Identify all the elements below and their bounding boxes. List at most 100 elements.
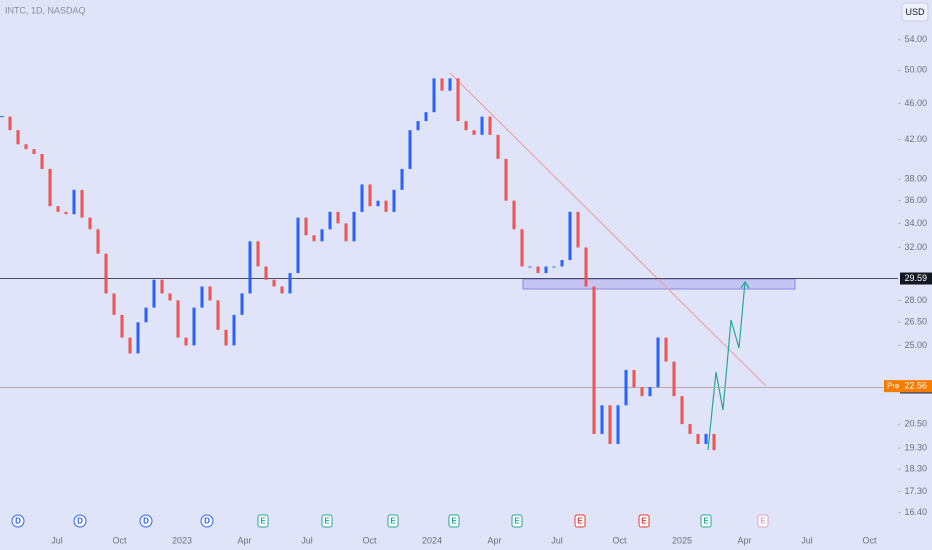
candle: [600, 405, 604, 434]
candle: [176, 300, 180, 338]
event-icon: [387, 514, 399, 528]
candle: [392, 189, 396, 212]
y-tick-label: 50.00: [904, 65, 927, 75]
candle: [624, 369, 628, 406]
x-tick-label: Oct: [612, 535, 627, 545]
candle: [40, 153, 44, 169]
event-label: E: [641, 517, 647, 526]
candle: [152, 279, 156, 308]
candle: [136, 322, 140, 354]
x-tick-label: Oct: [362, 535, 377, 545]
event-label: E: [390, 517, 396, 526]
candle: [496, 134, 500, 159]
event-icon: [257, 514, 269, 528]
candle: [616, 405, 620, 444]
candle: [104, 253, 108, 294]
candle: [400, 168, 404, 190]
event-label: D: [143, 517, 149, 526]
candle: [328, 211, 332, 230]
x-tick-label: Jul: [301, 535, 313, 545]
candle: [536, 266, 540, 274]
y-tick-label: 32.00: [904, 242, 927, 252]
candle: [144, 307, 148, 323]
x-tick-label: Apr: [487, 535, 501, 545]
candle: [448, 78, 452, 91]
candle: [88, 217, 92, 230]
candle: [376, 200, 380, 207]
premarket-value: 22.56: [904, 381, 927, 391]
candle: [288, 273, 292, 294]
candle: [512, 200, 516, 230]
candle: [48, 168, 52, 207]
event-label: D: [77, 517, 83, 526]
x-tick-label: Jul: [551, 535, 563, 545]
y-tick-label: 25.00: [904, 340, 927, 350]
event-icon: [638, 514, 650, 528]
event-icon: [11, 514, 25, 528]
candle: [208, 286, 212, 301]
x-tick-label: Oct: [112, 535, 127, 545]
chart-title: INTC, 1D, NASDAQ: [5, 5, 86, 15]
candle: [16, 130, 20, 145]
candle: [432, 78, 436, 113]
candle: [72, 189, 76, 215]
event-icon: [574, 514, 586, 528]
candle: [456, 78, 460, 122]
event-icon: [448, 514, 460, 528]
event-icon: [757, 514, 769, 528]
candle: [352, 211, 356, 242]
candle: [576, 211, 580, 248]
candle: [688, 424, 692, 434]
x-tick-label: Jul: [51, 535, 63, 545]
candle: [272, 279, 276, 287]
candle: [440, 78, 444, 91]
candle: [648, 387, 652, 397]
event-label: D: [204, 517, 210, 526]
candle: [480, 116, 484, 135]
y-tick-label: 36.00: [904, 195, 927, 205]
candle: [184, 337, 188, 346]
candle: [424, 112, 428, 122]
x-tick-label: 2024: [422, 535, 442, 545]
candle: [632, 369, 636, 388]
event-label: E: [451, 517, 457, 526]
candle: [704, 433, 708, 444]
x-tick-label: Apr: [237, 535, 251, 545]
candle: [96, 229, 100, 254]
candle: [32, 149, 36, 154]
candle: [416, 121, 420, 131]
candle: [464, 121, 468, 131]
currency-button[interactable]: [901, 2, 929, 22]
candle: [80, 189, 84, 218]
candle: [488, 116, 492, 135]
candle: [384, 200, 388, 212]
candle: [168, 293, 172, 301]
candle: [8, 116, 12, 131]
y-tick-label: 20.50: [904, 419, 927, 429]
candle: [304, 217, 308, 236]
event-label: E: [703, 517, 709, 526]
candle: [336, 211, 340, 224]
event-icon: [200, 514, 214, 528]
candle: [640, 387, 644, 397]
candle: [680, 396, 684, 425]
level-label: 29.59: [904, 273, 927, 283]
candle: [584, 247, 588, 287]
event-label: E: [324, 517, 330, 526]
candle: [592, 286, 596, 434]
candle: [672, 361, 676, 397]
candle: [472, 130, 476, 135]
candle: [120, 314, 124, 338]
candle: [656, 337, 660, 388]
candle: [64, 211, 68, 215]
event-icon: [700, 514, 712, 528]
candle: [264, 266, 268, 280]
candle: [696, 433, 700, 444]
y-tick-label: 19.30: [904, 442, 927, 452]
event-label: D: [15, 517, 21, 526]
event-icon: [73, 514, 87, 528]
candle: [296, 217, 300, 274]
projection-arrow: [740, 280, 750, 289]
currency-label[interactable]: USD: [905, 7, 925, 17]
